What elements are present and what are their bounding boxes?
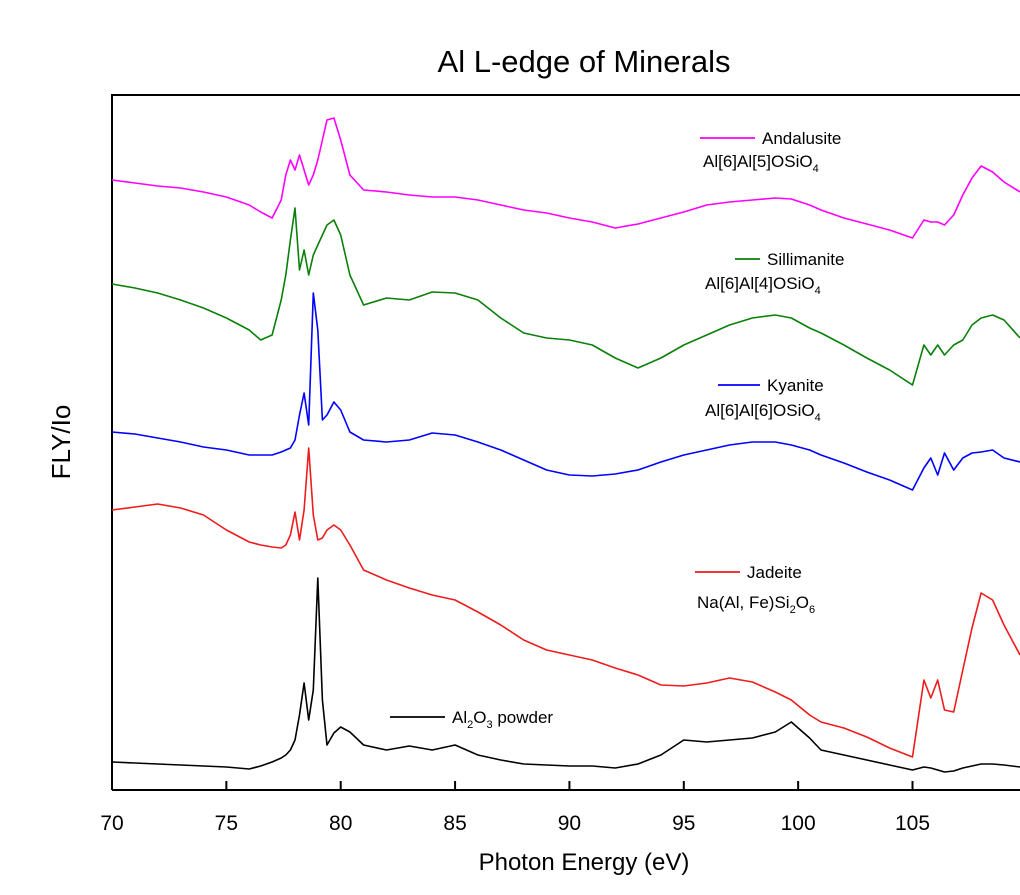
legend-formula-part: 4 <box>813 163 819 175</box>
spectrum-line <box>111 207 1020 386</box>
x-tick-label: 105 <box>895 812 930 835</box>
x-tick-label: 75 <box>215 812 238 835</box>
legend-formula: Na(Al, Fe)Si2O6 <box>697 593 815 616</box>
legend-label-part: O <box>473 708 486 727</box>
spectrum-line <box>111 117 1020 239</box>
legend-formula: Al[6]Al[6]OSiO4 <box>705 401 821 424</box>
legend-label: Jadeite <box>747 563 802 582</box>
spectrum-line <box>111 292 1020 491</box>
x-axis-label: Photon Energy (eV) <box>479 849 690 876</box>
legend-formula-part: Na(Al, Fe)Si <box>697 593 790 612</box>
legend-label-part: Al <box>452 708 467 727</box>
legend-label: Al2O3 powder <box>452 708 553 731</box>
spectrum-line <box>111 447 1020 758</box>
legend-formula: Al[6]Al[5]OSiO4 <box>703 152 819 175</box>
legend-formula-part: 6 <box>809 604 815 616</box>
legend-label: Sillimanite <box>767 250 844 269</box>
legend-formula-part: O <box>796 593 809 612</box>
x-tick-label: 90 <box>558 812 581 835</box>
legend-formula-part: 2 <box>790 604 796 616</box>
x-tick-label: 85 <box>443 812 466 835</box>
x-tick-label: 100 <box>781 812 816 835</box>
legend-label: Andalusite <box>762 129 841 148</box>
legend-label: Kyanite <box>767 376 824 395</box>
legend-formula-part: 4 <box>815 285 821 297</box>
legend-formula-part: 4 <box>815 412 821 424</box>
legend-formula: Al[6]Al[4]OSiO4 <box>705 274 821 297</box>
y-axis-label: FLY/Io <box>46 405 76 480</box>
legend-label-part: 2 <box>467 719 473 731</box>
x-tick-label: 80 <box>329 812 352 835</box>
x-tick-label: 95 <box>672 812 695 835</box>
plot-frame <box>111 94 1020 791</box>
legend-label-part: powder <box>493 708 554 727</box>
legend-formula-part: Al[6]Al[4]OSiO <box>705 274 815 293</box>
legend-formula-part: Al[6]Al[6]OSiO <box>705 401 815 420</box>
x-tick-label: 70 <box>100 812 123 835</box>
spectrum-line <box>111 577 1020 773</box>
legend-label-part: 3 <box>486 719 492 731</box>
legend-formula-part: Al[6]Al[5]OSiO <box>703 152 813 171</box>
chart-title: Al L-edge of Minerals <box>438 44 731 79</box>
